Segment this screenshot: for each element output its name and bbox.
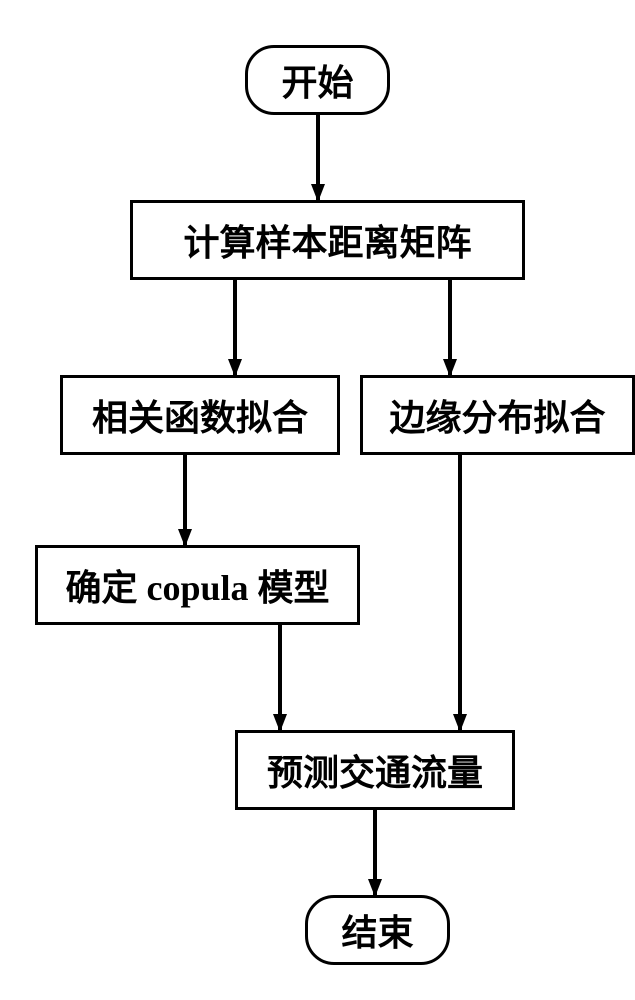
flowchart-edges — [0, 0, 635, 1000]
node-step1: 计算样本距离矩阵 — [130, 200, 525, 280]
node-start: 开始 — [245, 45, 390, 115]
node-label-start: 开始 — [281, 54, 353, 106]
node-label-end: 结束 — [341, 904, 413, 956]
node-step4: 预测交通流量 — [235, 730, 515, 810]
node-label-step2b: 边缘分布拟合 — [389, 389, 605, 441]
node-step2a: 相关函数拟合 — [60, 375, 340, 455]
node-label-step4: 预测交通流量 — [267, 744, 483, 796]
node-step3: 确定 copula 模型 — [35, 545, 360, 625]
flowchart-container: 开始计算样本距离矩阵相关函数拟合 边缘分布拟合确定 copula 模型预测交通流量… — [0, 0, 635, 1000]
node-step2b: 边缘分布拟合 — [360, 375, 635, 455]
node-label-step1: 计算样本距离矩阵 — [183, 214, 471, 266]
node-label-step2a: 相关函数拟合 — [92, 389, 308, 441]
node-end: 结束 — [305, 895, 450, 965]
node-label-step3: 确定 copula 模型 — [65, 559, 329, 611]
